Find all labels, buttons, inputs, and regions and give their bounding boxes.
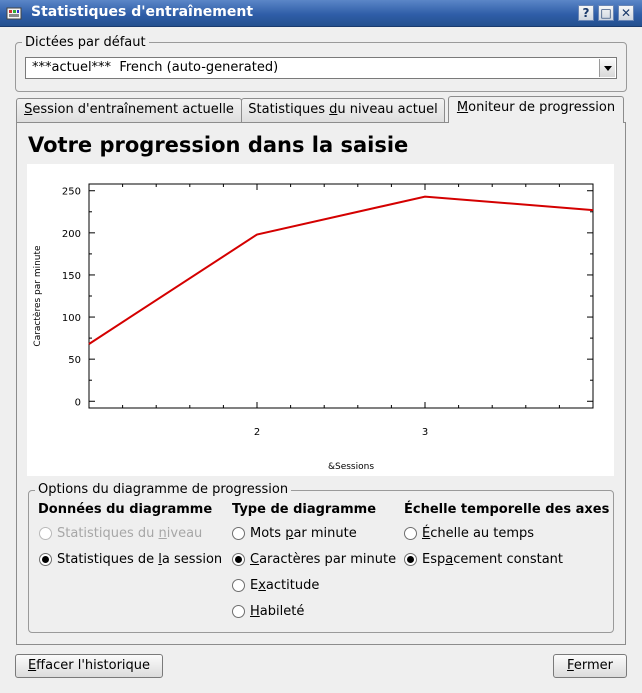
radio-label: Statistiques de la session [57, 552, 223, 567]
tab-label-pre: Statistiques [248, 102, 330, 117]
radio-label: Échelle au temps [422, 526, 535, 541]
radio-label: Mots par minute [250, 526, 357, 541]
series-line [88, 195, 594, 345]
radio-button[interactable] [39, 527, 52, 540]
radio-button[interactable] [404, 553, 417, 566]
help-icon: ? [582, 6, 590, 20]
y-tick-label: 250 [62, 187, 81, 198]
y-axis-label: Caractères par minute [32, 245, 43, 347]
tab-label-accel: S [24, 102, 33, 117]
plot-frame [88, 183, 594, 409]
x-axis-label: &Sessions [328, 462, 374, 472]
dictation-group [15, 42, 627, 92]
close-dialog-button[interactable]: Fermer [553, 654, 627, 678]
radio-button[interactable] [232, 579, 245, 592]
chart-area: 0 50 100 150 200 250 2 3 &Sessions Caractères par… [27, 164, 614, 476]
radio-button[interactable] [232, 527, 245, 540]
chart-options-group [28, 490, 614, 633]
window-title: Statistiques d'entraînement [31, 4, 254, 20]
tab-label-post: oniteur de progression [468, 100, 616, 115]
scale-column-heading: Échelle temporelle des axes [404, 502, 610, 517]
y-tick-label: 200 [62, 229, 81, 240]
dictation-select[interactable]: ***actuel*** French (auto-generated) [25, 57, 617, 79]
maximize-button[interactable]: □ [598, 5, 614, 21]
radio-label: Caractères par minute [250, 552, 397, 567]
title-bar[interactable]: Statistiques d'entraînement ? □ ✕ [0, 0, 642, 27]
help-button[interactable]: ? [578, 5, 594, 21]
app-icon [6, 7, 22, 20]
tab-label-post: ession d'entraînement actuelle [32, 102, 234, 117]
button-accel: F [567, 658, 574, 673]
radio-label: Habileté [250, 604, 305, 619]
clear-history-button[interactable]: Effacer l'historique [15, 654, 163, 678]
tab-label-post: u niveau actuel [337, 102, 438, 117]
tab-label-accel: M [456, 100, 469, 115]
tab-label-accel: d [329, 102, 338, 117]
radio-button[interactable] [232, 605, 245, 618]
tab-level-stats[interactable]: Statistiques du niveau actuel [241, 98, 445, 122]
data-column-heading: Données du diagramme [38, 502, 213, 517]
tab-session[interactable]: Session d'entraînement actuelle [16, 98, 242, 122]
button-accel: E [27, 658, 37, 673]
progress-chart: 0 50 100 150 200 250 2 3&Sessions Caractères par… [32, 183, 594, 472]
y-tick-label: 150 [62, 271, 81, 282]
radio-label: Exactitude [250, 578, 320, 593]
chart-options-title: Options du diagramme de progression [35, 482, 292, 497]
radio-label: Statistiques du niveau [57, 526, 203, 541]
x-tick-label: 2 [254, 427, 260, 438]
dictation-group-title: Dictées par défaut [22, 35, 149, 50]
x-tick-label: 3 [422, 427, 428, 438]
radio-label: Espacement constant [422, 552, 564, 567]
maximize-icon: □ [600, 6, 612, 20]
y-tick-label: 0 [75, 397, 81, 408]
radio-button[interactable] [39, 553, 52, 566]
chevron-down-icon[interactable] [599, 59, 615, 77]
dictation-select-value: ***actuel*** French (auto-generated) [32, 60, 279, 75]
button-label: ermer [573, 658, 613, 673]
tab-progress-monitor[interactable]: Moniteur de progression [448, 96, 624, 123]
y-tick-label: 100 [62, 313, 81, 324]
radio-button[interactable] [232, 553, 245, 566]
y-tick-label: 50 [68, 355, 81, 366]
close-button[interactable]: ✕ [618, 5, 634, 21]
close-icon: ✕ [620, 6, 632, 20]
page-title: Votre progression dans la saisie [28, 133, 409, 157]
radio-button[interactable] [404, 527, 417, 540]
button-label: ffacer l'historique [36, 658, 151, 673]
type-column-heading: Type de diagramme [232, 502, 377, 517]
